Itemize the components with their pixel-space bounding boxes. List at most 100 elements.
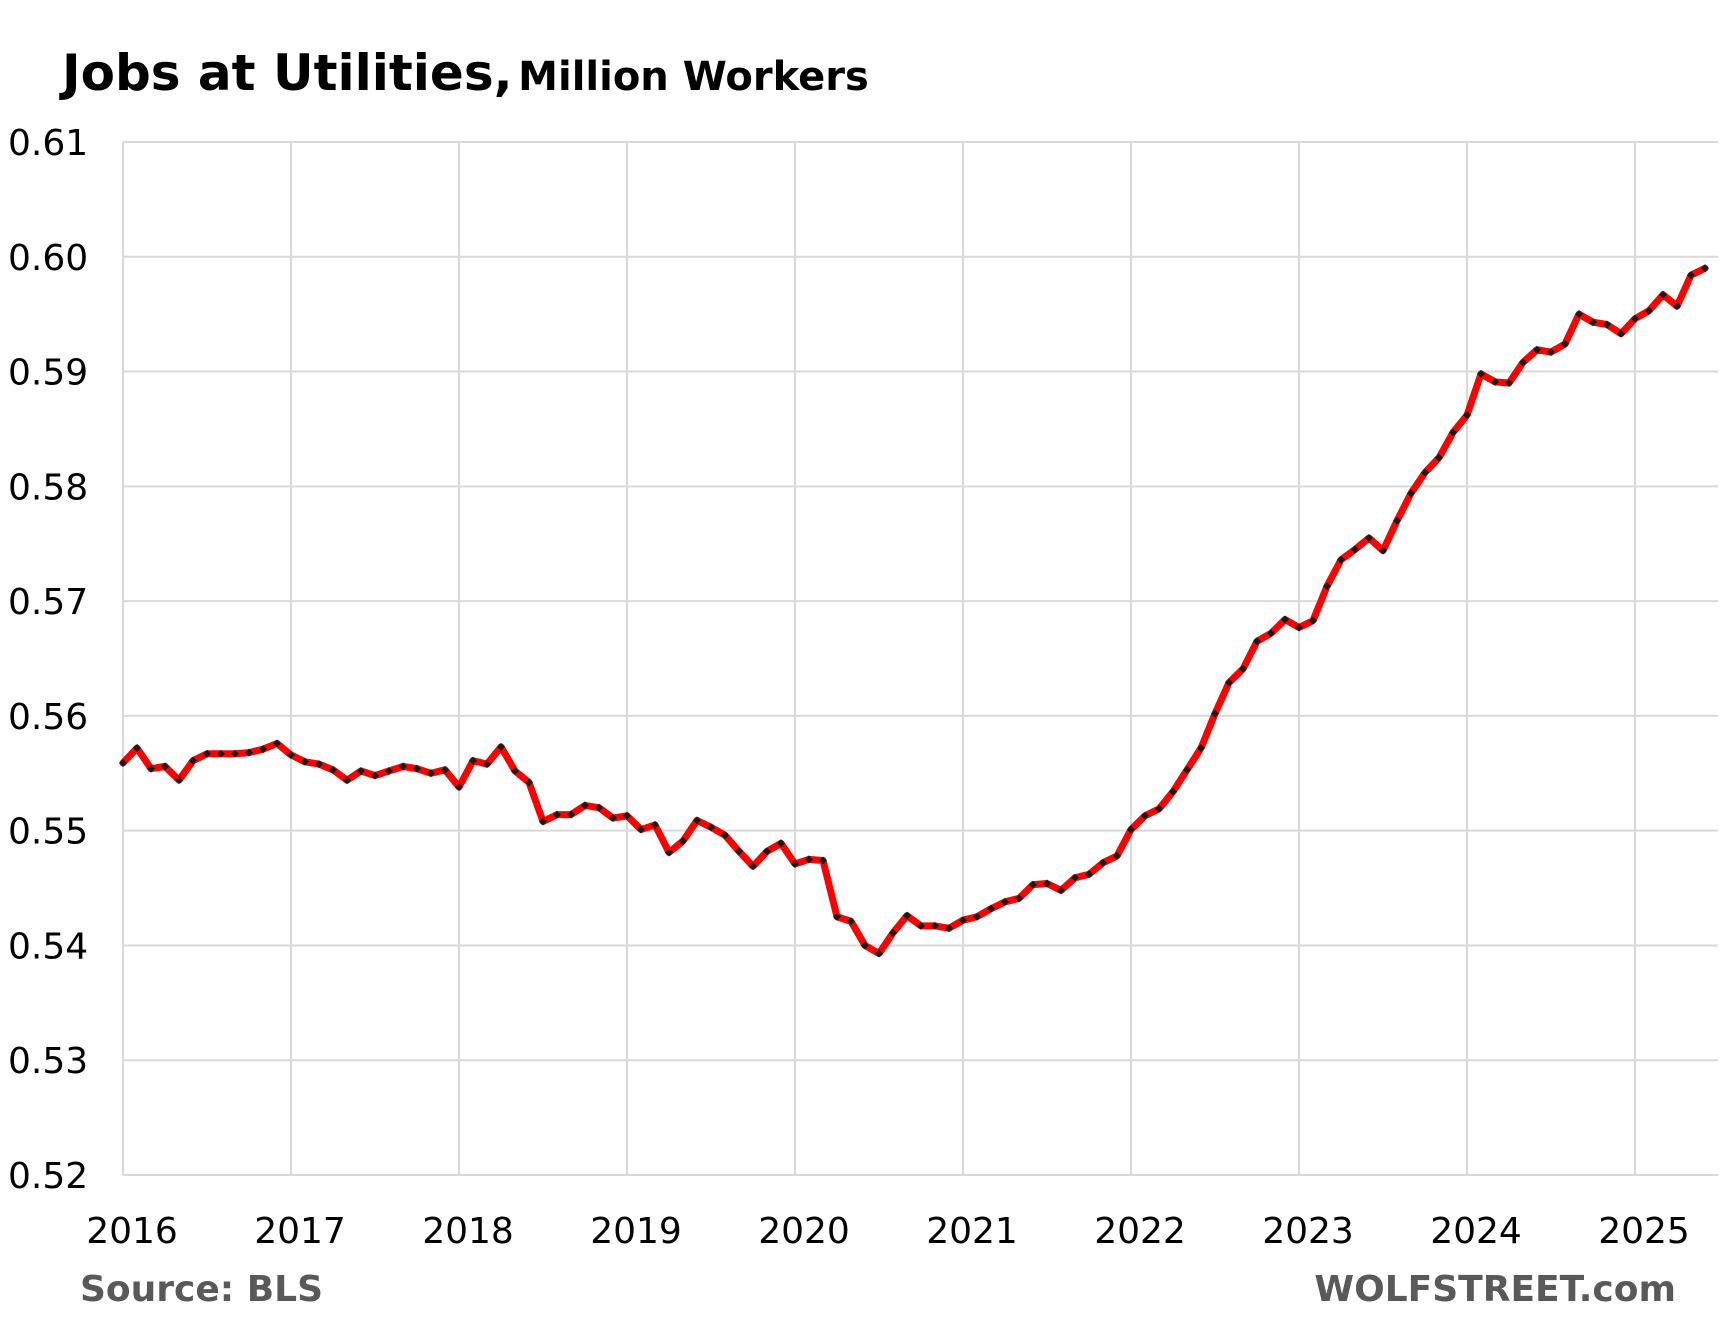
data-point-marker: [637, 825, 645, 834]
data-point-marker: [1323, 582, 1331, 591]
y-tick-label: 0.53: [8, 1041, 88, 1082]
data-point-marker: [203, 749, 211, 758]
data-point-marker: [161, 762, 169, 771]
data-point-marker: [1337, 555, 1345, 564]
data-point-marker: [1575, 310, 1583, 319]
data-point-marker: [749, 862, 757, 871]
data-point-marker: [413, 764, 421, 773]
data-point-marker: [1477, 369, 1485, 378]
data-point-marker: [357, 766, 365, 775]
chart-title-main: Jobs at Utilities,: [62, 44, 513, 102]
data-point-marker: [763, 847, 771, 856]
y-tick-label: 0.58: [8, 467, 88, 508]
data-point-marker: [1617, 329, 1625, 338]
data-point-marker: [1659, 290, 1667, 299]
data-point-marker: [819, 856, 827, 865]
y-tick-label: 0.60: [8, 238, 88, 279]
data-point-marker: [847, 917, 855, 926]
data-point-marker: [1113, 851, 1121, 860]
data-point-marker: [1239, 664, 1247, 673]
data-point-marker: [245, 748, 253, 757]
data-point-marker: [693, 816, 701, 825]
data-point-marker: [1351, 545, 1359, 554]
data-point-marker: [259, 745, 267, 754]
data-point-marker: [1211, 709, 1219, 718]
data-point-marker: [875, 949, 883, 958]
data-point-marker: [889, 928, 897, 937]
x-tick-label: 2021: [926, 1211, 1018, 1252]
data-point-marker: [1169, 787, 1177, 796]
data-point-marker: [1085, 870, 1093, 879]
chart-title: Jobs at Utilities, Million Workers: [62, 44, 869, 102]
data-point-marker: [1435, 453, 1443, 462]
data-point-marker: [1547, 348, 1555, 357]
data-point-marker: [1533, 345, 1541, 354]
data-point-marker: [833, 912, 841, 921]
data-point-marker: [189, 756, 197, 765]
data-point-marker: [525, 778, 533, 787]
data-point-marker: [133, 744, 141, 753]
data-point-marker: [1701, 264, 1709, 273]
x-tick-label: 2019: [590, 1211, 682, 1252]
x-tick-label: 2020: [758, 1211, 850, 1252]
data-point-marker: [469, 756, 477, 765]
x-tick-label: 2025: [1598, 1211, 1690, 1252]
data-point-marker: [1421, 468, 1429, 477]
data-point-marker: [973, 912, 981, 921]
data-point-marker: [399, 762, 407, 771]
data-point-marker: [147, 764, 155, 773]
data-point-marker: [945, 924, 953, 933]
data-point-marker: [777, 839, 785, 848]
y-tick-label: 0.57: [8, 582, 88, 623]
data-point-marker: [665, 848, 673, 857]
data-point-marker: [1099, 858, 1107, 867]
data-point-marker: [1043, 879, 1051, 888]
data-point-marker: [315, 760, 323, 769]
y-tick-label: 0.52: [8, 1156, 88, 1197]
data-point-marker: [1673, 302, 1681, 311]
data-point-marker: [1519, 358, 1527, 367]
data-point-marker: [595, 803, 603, 812]
data-point-marker: [917, 921, 925, 930]
data-point-marker: [287, 750, 295, 759]
data-point-marker: [1141, 811, 1149, 820]
data-point-marker: [735, 847, 743, 856]
data-point-marker: [273, 739, 281, 748]
brand-watermark: WOLFSTREET.com: [1314, 1269, 1676, 1310]
y-axis-tick-labels: 0.52 0.53 0.54 0.55 0.56 0.57 0.58 0.59 0.60 0.61: [8, 123, 88, 1197]
data-point-marker: [217, 749, 225, 758]
data-point-marker: [581, 801, 589, 810]
data-point-marker: [721, 831, 729, 840]
chart-subtitle: Million Workers: [518, 54, 869, 100]
data-point-marker: [1281, 615, 1289, 624]
data-point-marker: [1057, 886, 1065, 895]
data-point-marker: [1253, 637, 1261, 646]
data-point-marker: [931, 921, 939, 930]
data-point-marker: [1687, 271, 1695, 280]
data-point-marker: [651, 820, 659, 829]
data-point-marker: [1379, 546, 1387, 555]
data-point-marker: [301, 757, 309, 766]
data-point-marker: [1015, 894, 1023, 903]
data-point-marker: [1645, 306, 1653, 315]
data-point-marker: [119, 758, 127, 767]
data-point-marker: [371, 771, 379, 780]
data-point-marker: [343, 776, 351, 785]
data-point-marker: [959, 916, 967, 925]
x-tick-label: 2023: [1262, 1211, 1354, 1252]
data-point-marker: [483, 760, 491, 769]
data-point-marker: [1183, 765, 1191, 774]
data-point-marker: [1561, 340, 1569, 349]
data-point-marker: [497, 742, 505, 751]
data-point-marker: [385, 766, 393, 775]
data-point-marker: [861, 941, 869, 950]
data-point-marker: [455, 783, 463, 792]
data-point-marker: [1449, 428, 1457, 437]
data-point-marker: [1029, 880, 1037, 889]
data-point-marker: [441, 765, 449, 774]
data-point-marker: [1295, 623, 1303, 632]
data-point-marker: [1463, 411, 1471, 420]
data-point-marker: [1491, 377, 1499, 386]
data-point-marker: [791, 859, 799, 868]
y-tick-label: 0.59: [8, 353, 88, 394]
